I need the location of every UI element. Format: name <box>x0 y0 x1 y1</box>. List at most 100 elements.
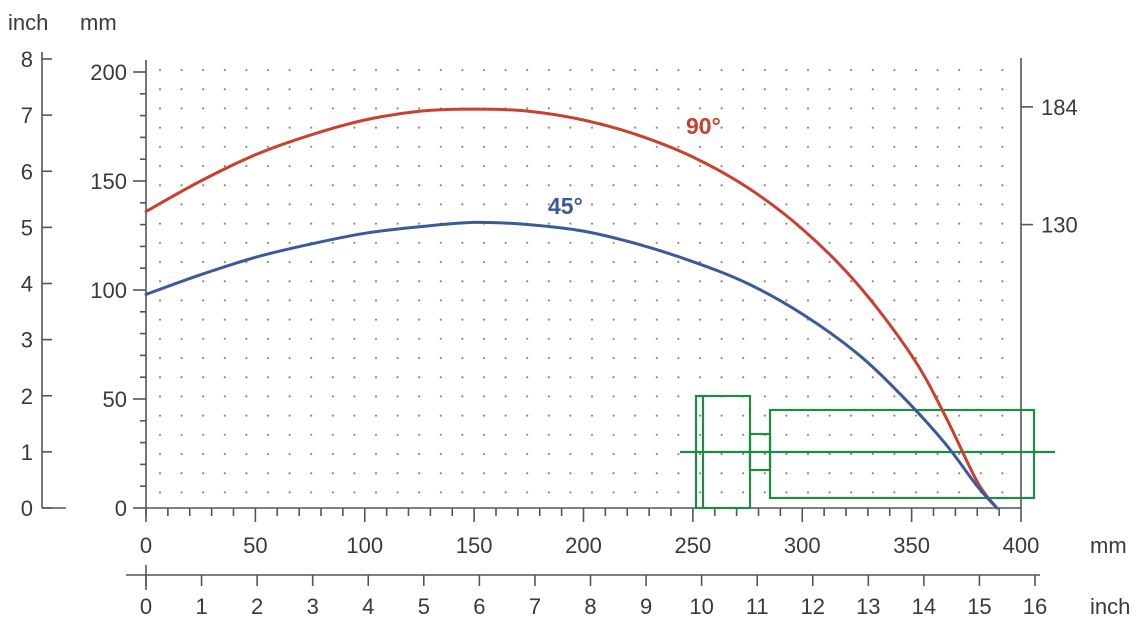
grid-dot <box>936 203 939 206</box>
grid-dot <box>482 337 486 340</box>
grid-dot <box>1001 318 1004 321</box>
grid-dot <box>634 107 637 110</box>
grid-dot <box>634 68 637 72</box>
grid-dot <box>677 68 680 72</box>
grid-dot <box>158 472 162 475</box>
grid-dot <box>979 280 982 283</box>
grid-dot <box>893 280 896 283</box>
grid-dot <box>526 356 529 360</box>
grid-dot <box>547 472 550 475</box>
grid-dot <box>763 395 766 398</box>
grid-dot <box>785 414 788 417</box>
grid-dot <box>871 241 874 244</box>
grid-dot <box>504 472 507 475</box>
grid-dot <box>720 299 723 302</box>
grid-dot <box>202 491 205 494</box>
grid-dot <box>979 203 982 206</box>
grid-dot <box>914 299 918 302</box>
grid-dot <box>893 395 896 398</box>
grid-dot <box>353 337 356 340</box>
grid-dot <box>158 491 162 494</box>
grid-dot <box>180 126 183 129</box>
grid-dot <box>569 452 572 456</box>
grid-dot <box>245 280 248 283</box>
grid-dot <box>828 107 831 110</box>
grid-dot <box>158 376 162 379</box>
grid-dot <box>245 318 248 321</box>
grid-dot <box>180 452 183 456</box>
grid-dot <box>569 260 572 264</box>
grid-dot <box>655 184 658 187</box>
grid-dot <box>677 433 680 436</box>
grid-dot <box>742 222 745 225</box>
grid-dot <box>871 126 874 129</box>
grid-dot <box>785 433 788 436</box>
grid-dot <box>958 222 961 225</box>
grid-dot <box>245 414 248 417</box>
grid-dot <box>266 260 270 264</box>
grid-dot <box>245 356 248 360</box>
grid-dot <box>547 88 550 91</box>
grid-dot <box>547 318 550 321</box>
grid-dot <box>396 126 399 129</box>
grid-dot <box>310 337 313 340</box>
grid-dot <box>850 356 853 360</box>
grid-dot <box>223 395 226 398</box>
grid-dot <box>677 203 680 206</box>
grid-dot <box>482 145 486 148</box>
grid-dot <box>374 88 378 91</box>
grid-dot <box>396 107 399 110</box>
grid-dot <box>871 164 874 168</box>
grid-dot <box>266 241 270 244</box>
grid-dot <box>526 318 529 321</box>
grid-dot <box>914 491 918 494</box>
grid-dot <box>202 280 205 283</box>
grid-dot <box>1001 145 1004 148</box>
grid-dot <box>655 395 658 398</box>
grid-dot <box>806 260 810 264</box>
series-line-blue <box>144 220 999 510</box>
grid-dot <box>806 395 810 398</box>
grid-dot <box>936 337 939 340</box>
grid-dot <box>461 203 464 206</box>
grid-dot <box>526 414 529 417</box>
grid-dot <box>634 280 637 283</box>
grid-dot <box>979 356 982 360</box>
grid-dot <box>158 126 162 129</box>
grid-dot <box>698 184 702 187</box>
grid-dot <box>439 433 442 436</box>
grid-dot <box>353 452 356 456</box>
grid-dot <box>612 414 615 417</box>
bottom-inch-tick-label: 7 <box>529 594 541 619</box>
grid-dot <box>850 337 853 340</box>
grid-dot <box>634 164 637 168</box>
grid-dot <box>158 184 162 187</box>
grid-dot <box>914 184 918 187</box>
grid-dot <box>828 222 831 225</box>
grid-dot <box>1001 452 1004 456</box>
grid-dot <box>828 184 831 187</box>
grid-dot <box>482 299 486 302</box>
grid-dot <box>439 260 442 264</box>
grid-dot <box>936 472 939 475</box>
grid-dot <box>418 299 421 302</box>
right-axis-tick-label: 184 <box>1041 95 1078 120</box>
grid-dot <box>634 395 637 398</box>
grid-dot <box>158 241 162 244</box>
grid-dot <box>806 184 810 187</box>
grid-dot <box>374 107 378 110</box>
grid-dot <box>526 260 529 264</box>
grid-dot <box>439 126 442 129</box>
grid-dot <box>1001 376 1004 379</box>
grid-dot <box>547 433 550 436</box>
grid-dot <box>288 241 291 244</box>
grid-dot <box>828 164 831 168</box>
grid-dot <box>742 318 745 321</box>
grid-dot <box>374 376 378 379</box>
grid-dot <box>958 337 961 340</box>
grid-dot <box>180 318 183 321</box>
grid-dot <box>1001 203 1004 206</box>
labels: 90° 45° <box>548 113 721 219</box>
grid-dot <box>893 222 896 225</box>
bottom-mm-tick-label: 0 <box>140 533 152 558</box>
